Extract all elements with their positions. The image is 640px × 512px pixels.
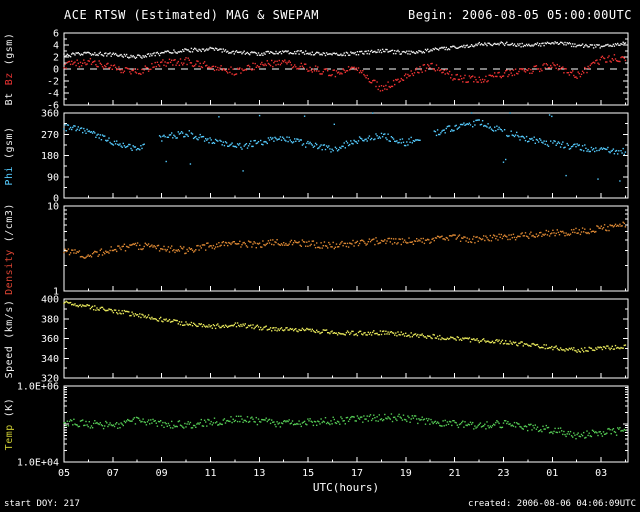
begin-timestamp: Begin: 2006-08-05 05:00:00UTC <box>407 8 632 22</box>
x-axis-title: UTC(hours) <box>312 481 380 494</box>
svg-text:380: 380 <box>41 314 59 325</box>
series-temp <box>63 413 627 440</box>
x-tick-label: 13 <box>253 468 265 479</box>
svg-text:0: 0 <box>53 194 59 205</box>
series-bt <box>63 41 627 59</box>
x-tick-label: 01 <box>546 468 558 479</box>
svg-text:400: 400 <box>41 295 59 306</box>
y-label-bt: Bt <box>4 92 15 105</box>
svg-text:270: 270 <box>41 130 59 141</box>
svg-text:360: 360 <box>41 334 59 345</box>
plot-title: ACE RTSW (Estimated) MAG & SWEPAM <box>64 8 319 22</box>
y-label-density-units: (/cm3) <box>4 203 15 242</box>
y-label-density-name: Density <box>4 249 15 295</box>
svg-text:-4: -4 <box>47 89 59 100</box>
series-phi <box>63 112 627 182</box>
svg-text:1.0E+04: 1.0E+04 <box>17 458 59 469</box>
y-label-temp-units: (K) <box>4 398 15 418</box>
y-label-density: Density (/cm3) <box>4 203 15 295</box>
x-tick-label: 17 <box>351 468 363 479</box>
svg-text:-2: -2 <box>47 77 59 88</box>
panel-phi: 360 270 180 90 0 <box>41 109 629 205</box>
y-label-phi-units: (gsm) <box>4 126 15 159</box>
y-label-speed: Speed (km/s) <box>4 300 15 379</box>
panels-layer: 6420-2-4-6360270180900101400380360340320… <box>17 29 629 479</box>
x-tick-label: 21 <box>449 468 461 479</box>
y-label-temp-name: Temp <box>4 424 15 450</box>
x-tick-label: 11 <box>204 468 216 479</box>
y-label-bt-bz-units: (gsm) <box>4 33 15 66</box>
created-timestamp: created: 2006-08-06 04:06:09UTC <box>468 499 636 509</box>
y-axis-labels: Bt Bz (gsm) Phi (gsm) Density (/cm3) Speed (k… <box>4 33 15 451</box>
x-tick-label: 19 <box>400 468 412 479</box>
y-label-phi-name: Phi <box>4 166 15 186</box>
panel-speed: 400 380 360 340 320 <box>41 295 629 385</box>
y-label-speed-name: Speed <box>4 346 15 379</box>
x-tick-label: 03 <box>595 468 607 479</box>
y-label-temp: Temp (K) <box>4 398 15 451</box>
x-tick-label: 23 <box>497 468 509 479</box>
svg-text:4: 4 <box>53 41 59 52</box>
x-tick-label: 15 <box>302 468 314 479</box>
svg-text:0: 0 <box>53 65 59 76</box>
series-speed <box>63 300 627 353</box>
svg-text:180: 180 <box>41 151 59 162</box>
svg-text:90: 90 <box>47 172 59 183</box>
svg-text:360: 360 <box>41 109 59 120</box>
panel-density: 10 1 <box>47 202 629 298</box>
y-label-bt-bz: Bt Bz (gsm) <box>4 33 15 106</box>
x-tick-label: 07 <box>107 468 119 479</box>
svg-text:6: 6 <box>53 29 59 40</box>
x-tick-label: 05 <box>58 468 70 479</box>
svg-text:320: 320 <box>41 374 59 385</box>
x-tick-label: 09 <box>156 468 168 479</box>
svg-text:2: 2 <box>53 53 59 64</box>
svg-text:1.0E+06: 1.0E+06 <box>17 382 59 393</box>
series-bz <box>63 54 627 92</box>
svg-text:1: 1 <box>53 287 59 298</box>
svg-text:-6: -6 <box>47 101 59 112</box>
start-doy-label: start DOY: 217 <box>4 499 80 509</box>
y-label-speed-units: (km/s) <box>4 300 15 339</box>
y-label-bz: Bz <box>4 72 15 85</box>
y-label-phi: Phi (gsm) <box>4 126 15 185</box>
series-density <box>63 221 627 259</box>
svg-text:10: 10 <box>47 202 59 213</box>
svg-text:340: 340 <box>41 354 59 365</box>
